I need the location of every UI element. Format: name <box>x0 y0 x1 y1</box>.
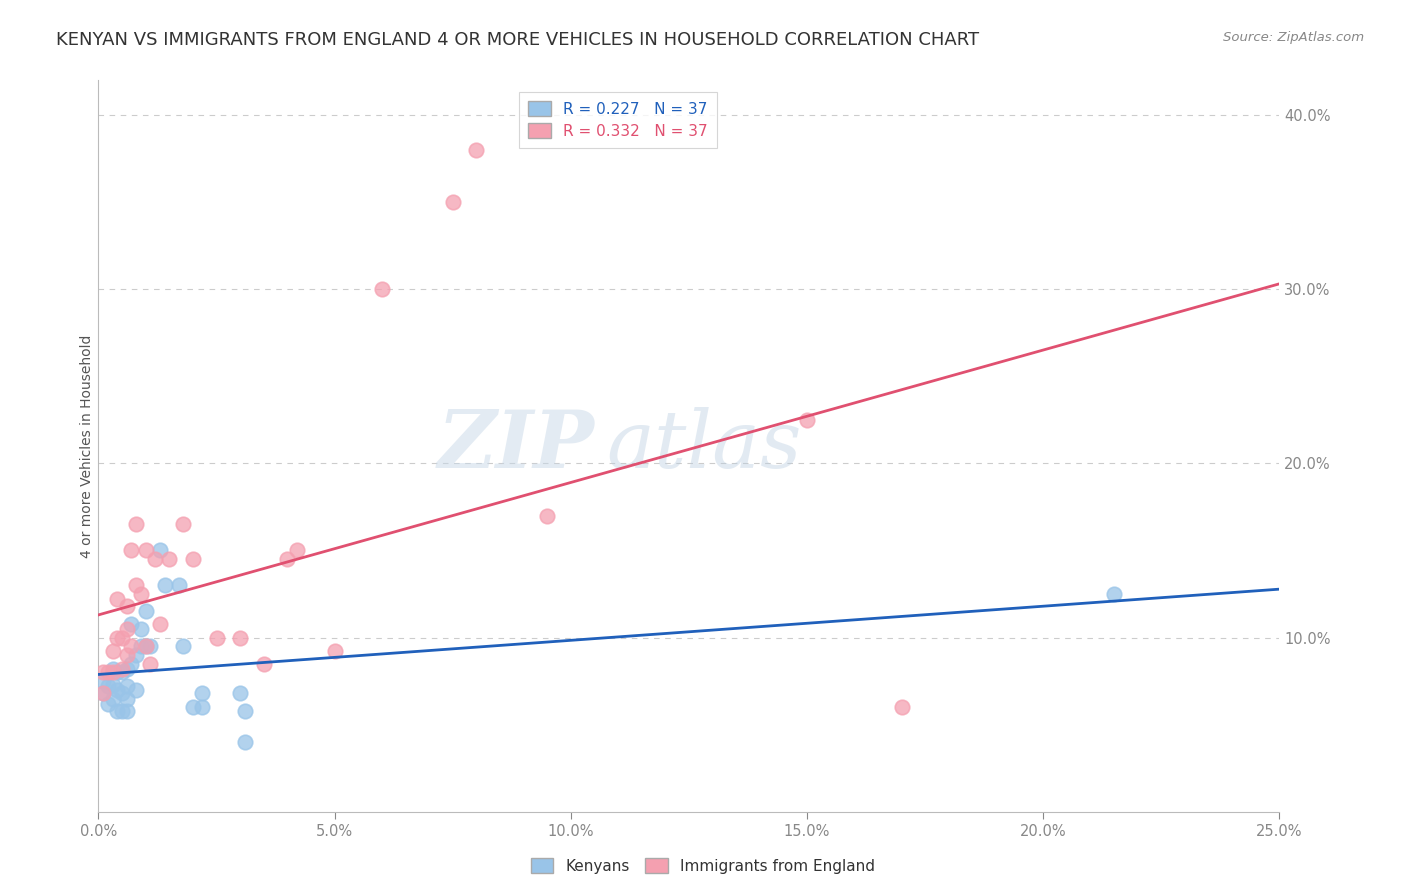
Point <box>115 691 138 706</box>
Point <box>191 700 214 714</box>
Point <box>181 700 204 714</box>
Point <box>91 686 114 700</box>
Point <box>149 543 172 558</box>
Point <box>135 543 157 558</box>
Point <box>125 517 148 532</box>
Point <box>115 662 138 676</box>
Point <box>233 704 256 718</box>
Point <box>465 143 488 157</box>
Text: KENYAN VS IMMIGRANTS FROM ENGLAND 4 OR MORE VEHICLES IN HOUSEHOLD CORRELATION CH: KENYAN VS IMMIGRANTS FROM ENGLAND 4 OR M… <box>56 31 980 49</box>
Point <box>172 640 194 654</box>
Point <box>97 697 120 711</box>
Point <box>105 631 128 645</box>
Point <box>121 616 143 631</box>
Legend: R = 0.227   N = 37, R = 0.332   N = 37: R = 0.227 N = 37, R = 0.332 N = 37 <box>519 92 717 148</box>
Point <box>229 631 252 645</box>
Point <box>121 640 143 654</box>
Point <box>91 686 114 700</box>
Point <box>143 552 166 566</box>
Point <box>105 682 128 697</box>
Point <box>105 665 128 680</box>
Point <box>125 648 148 662</box>
Point <box>125 578 148 592</box>
Point <box>796 413 818 427</box>
Point <box>172 517 194 532</box>
Point <box>125 682 148 697</box>
Point <box>139 657 162 671</box>
Point <box>135 640 157 654</box>
Text: Source: ZipAtlas.com: Source: ZipAtlas.com <box>1223 31 1364 45</box>
Point <box>115 622 138 636</box>
Point <box>1102 587 1125 601</box>
Text: atlas: atlas <box>606 408 801 484</box>
Point <box>115 679 138 693</box>
Point <box>167 578 190 592</box>
Point <box>101 691 124 706</box>
Point <box>205 631 228 645</box>
Point <box>157 552 180 566</box>
Point <box>181 552 204 566</box>
Point <box>129 622 152 636</box>
Point <box>101 677 124 691</box>
Y-axis label: 4 or more Vehicles in Household: 4 or more Vehicles in Household <box>80 334 94 558</box>
Point <box>149 616 172 631</box>
Point <box>101 644 124 658</box>
Point <box>91 665 114 680</box>
Point <box>101 665 124 680</box>
Point <box>129 640 152 654</box>
Point <box>101 662 124 676</box>
Point <box>97 665 120 680</box>
Point <box>105 592 128 607</box>
Point <box>111 686 134 700</box>
Point <box>253 657 276 671</box>
Point <box>229 686 252 700</box>
Point <box>536 508 558 523</box>
Point <box>121 657 143 671</box>
Point <box>105 704 128 718</box>
Point <box>371 282 394 296</box>
Point <box>323 644 346 658</box>
Point <box>115 648 138 662</box>
Point <box>233 735 256 749</box>
Point <box>121 543 143 558</box>
Point <box>276 552 298 566</box>
Point <box>111 631 134 645</box>
Text: ZIP: ZIP <box>437 408 595 484</box>
Point <box>153 578 176 592</box>
Legend: Kenyans, Immigrants from England: Kenyans, Immigrants from England <box>524 852 882 880</box>
Point <box>139 640 162 654</box>
Point <box>115 599 138 614</box>
Point <box>129 587 152 601</box>
Point <box>111 704 134 718</box>
Point <box>135 640 157 654</box>
Point <box>97 679 120 693</box>
Point <box>111 662 134 676</box>
Point <box>135 604 157 618</box>
Point <box>890 700 912 714</box>
Point <box>111 665 134 680</box>
Point <box>115 704 138 718</box>
Point <box>441 195 464 210</box>
Point <box>285 543 308 558</box>
Point <box>191 686 214 700</box>
Point <box>91 674 114 689</box>
